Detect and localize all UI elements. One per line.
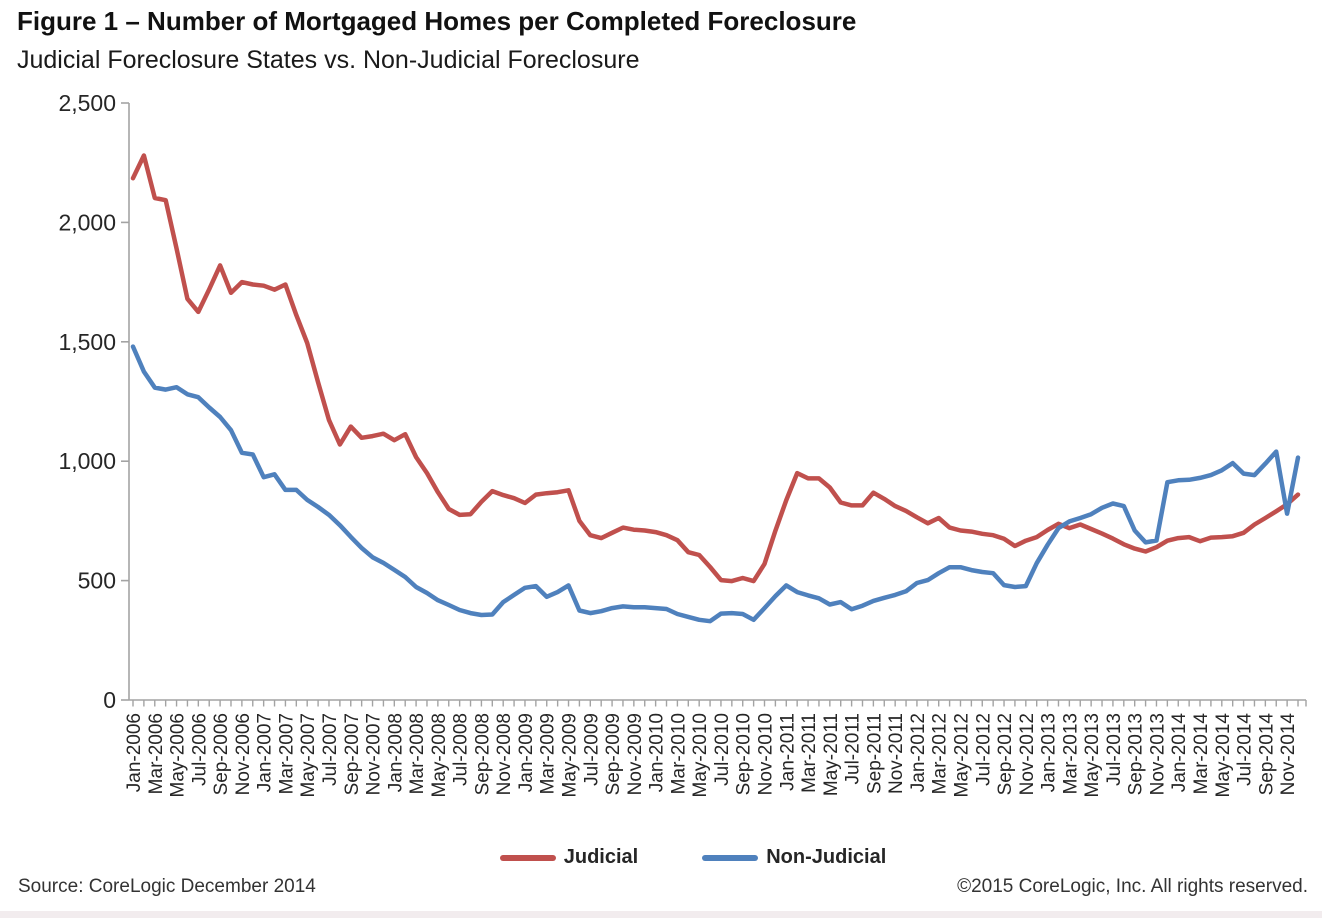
x-tick-label: Mar-2011 [799,713,820,793]
x-tick-label: Nov-2007 [364,713,385,795]
x-tick-label: Nov-2006 [233,713,254,795]
window-edge-artifact [0,911,1322,918]
x-tick-label: Jan-2009 [516,713,537,792]
x-tick-label: May-2012 [951,713,972,798]
x-tick-label: Sep-2007 [342,713,363,795]
x-tick-label: May-2007 [298,713,319,798]
x-tick-label: Jul-2009 [581,713,602,786]
y-tick-label: 2,000 [58,209,116,235]
x-tick-label: Jul-2013 [1104,713,1125,786]
x-tick-label: Jan-2012 [908,713,929,792]
y-tick-label: 0 [103,687,116,713]
x-tick-label: Mar-2012 [930,713,951,794]
x-tick-label: Sep-2014 [1256,713,1277,796]
x-tick-label: Jul-2008 [451,713,472,786]
x-tick-label: Jan-2014 [1169,713,1190,793]
x-tick-label: Nov-2010 [756,713,777,795]
x-tick-label: Nov-2008 [494,713,515,795]
x-tick-label: Sep-2009 [603,713,624,795]
series-non-judicial [130,344,1301,624]
legend-item-non-judicial: Non-Judicial [702,846,886,869]
copyright-note: ©2015 CoreLogic, Inc. All rights reserve… [957,876,1308,897]
x-tick-label: May-2009 [560,713,581,798]
series-judicial [130,153,1301,584]
x-tick-label: Nov-2012 [1017,713,1038,795]
y-axis-ticks: 0 500 1,000 1,500 2,000 2,500 [58,90,129,713]
x-tick-label: Nov-2011 [886,713,907,794]
x-tick-label: Sep-2011 [864,713,885,794]
x-tick-label: Sep-2013 [1126,713,1147,795]
chart-subtitle: Judicial Foreclosure States vs. Non-Judi… [17,46,640,74]
x-tick-label: Mar-2007 [276,713,297,794]
x-tick-label: Mar-2009 [538,713,559,794]
x-tick-label: Jan-2007 [255,713,276,792]
x-tick-label: May-2014 [1213,713,1234,798]
legend-label-non-judicial: Non-Judicial [766,846,887,868]
x-tick-label: Nov-2014 [1278,713,1299,796]
x-tick-label: Mar-2008 [407,713,428,794]
x-tick-label: Mar-2010 [668,713,689,794]
x-axis-ticks: Jan-2006 Mar-2006 May-2006 Jul-2006 Sep-2006… [124,700,1307,798]
chart-legend: Judicial Non-Judicial [0,846,1322,869]
x-tick-label: Nov-2013 [1147,713,1168,795]
x-tick-label: Sep-2008 [472,713,493,795]
x-tick-label: May-2008 [429,713,450,798]
x-tick-label: Jul-2014 [1235,713,1256,786]
legend-item-judicial: Judicial [499,846,639,869]
source-note: Source: CoreLogic December 2014 [18,876,316,897]
judicial-line-swatch-icon [499,854,556,861]
x-tick-label: Sep-2012 [995,713,1016,795]
x-tick-label: May-2006 [168,713,189,798]
x-tick-label: Jul-2010 [712,713,733,786]
x-tick-label: Jan-2006 [124,713,145,792]
x-tick-label: Jan-2010 [647,713,668,792]
x-tick-label: Nov-2009 [625,713,646,795]
x-tick-label: May-2010 [690,713,711,798]
x-tick-label: Sep-2006 [211,713,232,795]
x-tick-label: Jul-2007 [320,713,341,786]
x-tick-label: Mar-2013 [1060,713,1081,794]
y-tick-label: 500 [78,568,116,594]
y-tick-label: 1,500 [58,329,116,355]
x-tick-label: Jul-2012 [973,713,994,786]
legend-label-judicial: Judicial [563,846,639,868]
x-tick-label: Jan-2008 [385,713,406,792]
axes [128,103,1306,701]
x-tick-label: Sep-2010 [734,713,755,795]
x-tick-label: Jan-2011 [777,713,798,791]
x-tick-label: Mar-2006 [146,713,167,794]
x-tick-label: Jan-2013 [1039,713,1060,792]
y-tick-label: 2,500 [58,90,116,116]
non-judicial-line-swatch-icon [702,854,759,861]
x-tick-label: Jul-2011 [843,713,864,784]
x-tick-label: May-2013 [1082,713,1103,798]
x-tick-label: May-2011 [821,713,842,796]
chart-title: Figure 1 – Number of Mortgaged Homes per… [17,6,857,36]
x-tick-label: Jul-2006 [189,713,210,786]
y-tick-label: 1,000 [58,448,116,474]
x-tick-label: Mar-2014 [1191,713,1212,795]
